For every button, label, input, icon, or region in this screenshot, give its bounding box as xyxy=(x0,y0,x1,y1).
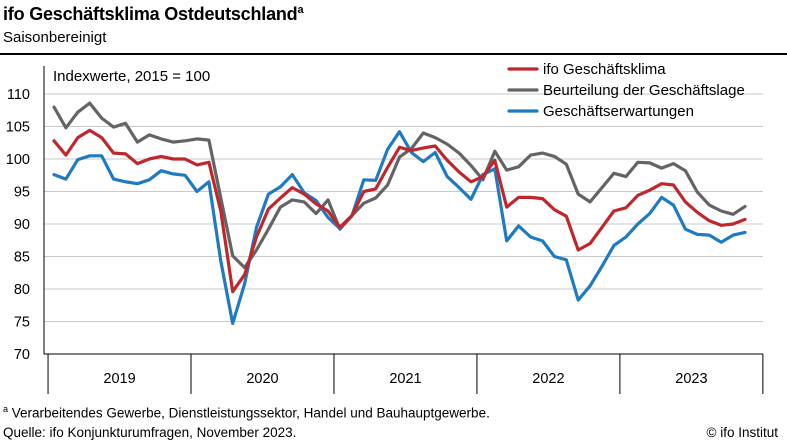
legend-label: Beurteilung der Geschäftslage xyxy=(543,82,745,99)
x-tick-label: 2022 xyxy=(532,371,564,387)
y-tick-label: 80 xyxy=(14,282,30,298)
footnote-marker: a xyxy=(3,404,9,414)
x-tick-label: 2019 xyxy=(103,371,135,387)
series-line-0 xyxy=(52,128,747,294)
copyright-credit: © ifo Institut xyxy=(706,425,778,440)
legend-label: Geschäftserwartungen xyxy=(543,103,694,120)
axes xyxy=(43,66,764,394)
chart-subtitle: Saisonbereinigt xyxy=(3,29,107,46)
series-lines xyxy=(52,101,747,325)
y-tick-label: 95 xyxy=(14,185,30,201)
index-label: Indexwerte, 2015 = 100 xyxy=(53,68,210,85)
y-tick-label: 105 xyxy=(6,120,30,136)
footnote: a Verarbeitendes Gewerbe, Dienstleistung… xyxy=(3,404,490,421)
y-tick-label: 70 xyxy=(14,347,30,363)
y-tick-label: 100 xyxy=(6,152,30,168)
footnote-text: Verarbeitendes Gewerbe, Dienstleistungss… xyxy=(8,405,490,421)
header-rule xyxy=(0,53,787,55)
y-tick-label: 110 xyxy=(7,87,30,103)
x-tick-label: 2021 xyxy=(389,371,421,387)
title-footnote-marker: a xyxy=(297,4,304,16)
source-note: Quelle: ifo Konjunkturumfragen, November… xyxy=(3,425,297,440)
series-line-1 xyxy=(52,101,747,270)
x-tick-label: 2020 xyxy=(246,371,278,387)
y-tick-label: 75 xyxy=(14,315,30,331)
chart-title: ifo Geschäftsklima Ostdeutschlanda xyxy=(3,4,304,25)
x-tick-label: 2023 xyxy=(675,371,707,387)
x-tick-labels: 2019 2020 2021 2022 2023 xyxy=(103,371,707,387)
gridlines xyxy=(44,93,763,322)
y-tick-label: 85 xyxy=(14,250,30,266)
chart-title-text: ifo Geschäftsklima Ostdeutschland xyxy=(3,4,298,24)
legend-label: ifo Geschäftsklima xyxy=(543,61,666,78)
y-tick-label: 90 xyxy=(14,217,30,233)
legend: ifo Geschäftsklima Beurteilung der Geschä… xyxy=(507,61,745,120)
y-tick-labels: 70 75 80 85 90 95 100 105 110 xyxy=(6,87,30,363)
series-line-2 xyxy=(52,130,747,325)
